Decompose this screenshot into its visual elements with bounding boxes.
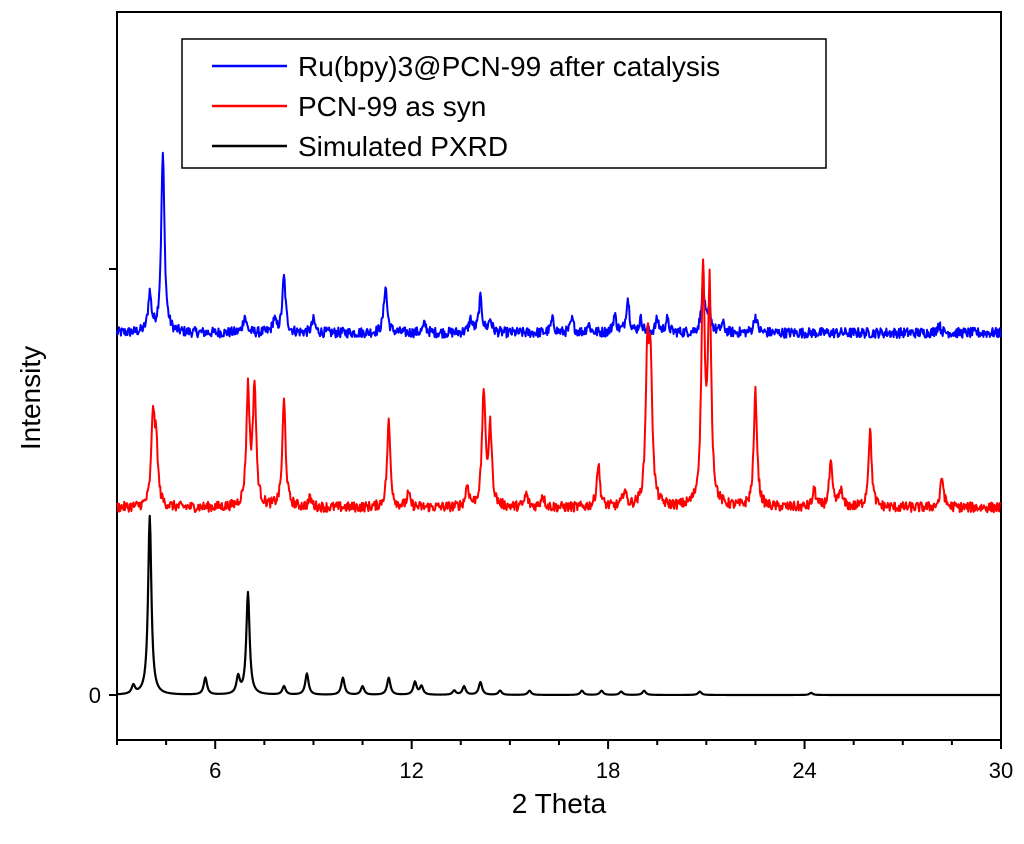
series-line-simulated <box>116 514 1002 697</box>
x-tick-label: 18 <box>596 758 620 783</box>
y-axis-title: Intensity <box>15 346 46 450</box>
legend-box <box>181 38 827 169</box>
x-tick-label: 6 <box>209 758 221 783</box>
x-axis-ticks: 6 12 18 24 30 <box>116 740 1013 783</box>
series-line-after-catalysis <box>116 151 1002 339</box>
series-group <box>116 151 1002 697</box>
legend-label-simulated: Simulated PXRD <box>298 131 508 162</box>
y-tick-label-zero: 0 <box>89 683 101 708</box>
legend: Ru(bpy)3@PCN-99 after catalysis PCN-99 a… <box>181 38 827 169</box>
x-tick-label: 12 <box>399 758 423 783</box>
x-axis-title: 2 Theta <box>512 788 607 819</box>
legend-label-as-syn: PCN-99 as syn <box>298 91 486 122</box>
y-axis-ticks: 0 <box>89 268 117 708</box>
x-tick-label: 24 <box>792 758 816 783</box>
series-line-as-syn <box>116 258 1002 514</box>
x-tick-label: 30 <box>989 758 1013 783</box>
legend-label-after-catalysis: Ru(bpy)3@PCN-99 after catalysis <box>298 51 720 82</box>
